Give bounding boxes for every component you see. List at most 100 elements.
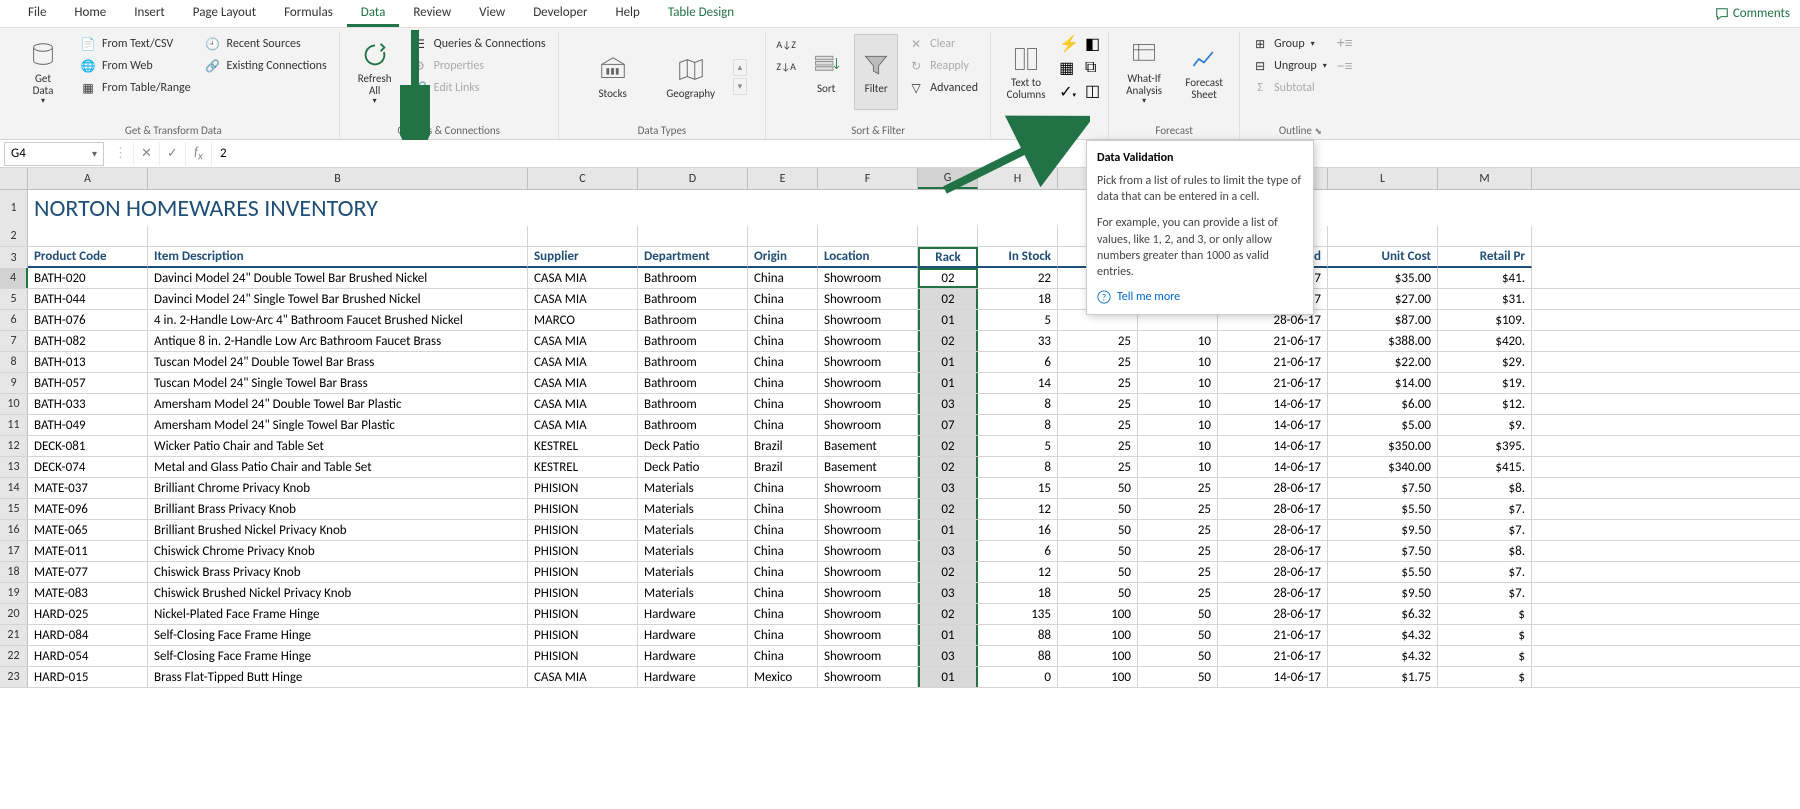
cell[interactable]: CASA MIA: [528, 331, 638, 351]
sort-za-button[interactable]: Z↓A: [774, 56, 798, 76]
cell[interactable]: 02: [918, 499, 978, 519]
cell[interactable]: 8: [978, 457, 1058, 477]
cell[interactable]: CASA MIA: [528, 289, 638, 309]
cell[interactable]: Supplier: [528, 247, 638, 268]
cell[interactable]: 01: [918, 625, 978, 645]
cell[interactable]: $7.: [1438, 583, 1532, 603]
cell[interactable]: KESTREL: [528, 436, 638, 456]
cell[interactable]: China: [748, 583, 818, 603]
column-header[interactable]: B: [148, 168, 528, 189]
cell[interactable]: 50: [1138, 604, 1218, 624]
cell[interactable]: KESTREL: [528, 457, 638, 477]
cell[interactable]: 25: [1058, 457, 1138, 477]
cell[interactable]: China: [748, 646, 818, 666]
menu-tab-developer[interactable]: Developer: [519, 1, 601, 27]
column-header[interactable]: M: [1438, 168, 1532, 189]
name-box[interactable]: G4 ▾: [4, 142, 104, 166]
cell[interactable]: 03: [918, 394, 978, 414]
flash-fill-icon[interactable]: ⚡: [1059, 34, 1079, 54]
row-header[interactable]: 4: [0, 268, 28, 288]
cell[interactable]: 50: [1058, 520, 1138, 540]
row-header[interactable]: 9: [0, 373, 28, 393]
cell[interactable]: Department: [638, 247, 748, 268]
advanced-filter-button[interactable]: ▽Advanced: [904, 78, 982, 98]
column-header[interactable]: L: [1328, 168, 1438, 189]
cell[interactable]: BATH-020: [28, 268, 148, 288]
queries-connections-button[interactable]: ☰Queries & Connections: [408, 34, 550, 54]
cell[interactable]: PHISION: [528, 562, 638, 582]
cell[interactable]: 14-06-17: [1218, 667, 1328, 687]
cell[interactable]: China: [748, 541, 818, 561]
row-header[interactable]: 19: [0, 583, 28, 603]
cell[interactable]: [638, 226, 748, 246]
cell[interactable]: $415.: [1438, 457, 1532, 477]
cell[interactable]: $: [1438, 625, 1532, 645]
cell[interactable]: $7.: [1438, 520, 1532, 540]
cell[interactable]: 10: [1138, 436, 1218, 456]
cell[interactable]: $: [1438, 604, 1532, 624]
cell[interactable]: Mexico: [748, 667, 818, 687]
cell[interactable]: Deck Patio: [638, 436, 748, 456]
group-button[interactable]: ⊞Group ▾: [1248, 34, 1331, 54]
cell[interactable]: 10: [1138, 457, 1218, 477]
cell[interactable]: 21-06-17: [1218, 625, 1328, 645]
cell[interactable]: $7.50: [1328, 541, 1438, 561]
cell[interactable]: 100: [1058, 667, 1138, 687]
cell[interactable]: 50: [1058, 499, 1138, 519]
cell[interactable]: $395.: [1438, 436, 1532, 456]
hide-detail-icon[interactable]: −≡: [1337, 57, 1353, 76]
cell[interactable]: 6: [978, 352, 1058, 372]
cell[interactable]: 12: [978, 562, 1058, 582]
cell[interactable]: China: [748, 562, 818, 582]
cell[interactable]: $9.: [1438, 415, 1532, 435]
data-validation-icon[interactable]: ✓▾: [1059, 82, 1079, 102]
cell[interactable]: PHISION: [528, 520, 638, 540]
menu-tab-formulas[interactable]: Formulas: [270, 1, 347, 27]
cell[interactable]: Showroom: [818, 604, 918, 624]
cell[interactable]: MARCO: [528, 310, 638, 330]
cell[interactable]: Deck Patio: [638, 457, 748, 477]
cell[interactable]: 33: [978, 331, 1058, 351]
cell[interactable]: 21-06-17: [1218, 646, 1328, 666]
cell[interactable]: China: [748, 331, 818, 351]
cell[interactable]: Hardware: [638, 625, 748, 645]
cell[interactable]: $6.32: [1328, 604, 1438, 624]
cell[interactable]: Materials: [638, 499, 748, 519]
column-header[interactable]: E: [748, 168, 818, 189]
sort-button[interactable]: Sort: [804, 34, 848, 110]
cell[interactable]: 10: [1138, 415, 1218, 435]
cell[interactable]: 28-06-17: [1218, 583, 1328, 603]
cell[interactable]: Showroom: [818, 625, 918, 645]
from-table-range-button[interactable]: ▦From Table/Range: [76, 78, 195, 98]
comments-button[interactable]: Comments: [1715, 6, 1790, 21]
cell[interactable]: MATE-011: [28, 541, 148, 561]
cell[interactable]: MATE-065: [28, 520, 148, 540]
consolidate-icon[interactable]: ◧: [1085, 34, 1100, 54]
cell[interactable]: $: [1438, 667, 1532, 687]
cell[interactable]: 28-06-17: [1218, 478, 1328, 498]
cell[interactable]: 50: [1138, 667, 1218, 687]
cell[interactable]: PHISION: [528, 604, 638, 624]
row-header[interactable]: 20: [0, 604, 28, 624]
cell[interactable]: $22.00: [1328, 352, 1438, 372]
row-header[interactable]: 17: [0, 541, 28, 561]
tell-me-more-link[interactable]: ? Tell me more: [1097, 290, 1303, 304]
cell[interactable]: 25: [1138, 520, 1218, 540]
cell[interactable]: 01: [918, 310, 978, 330]
cell[interactable]: MATE-077: [28, 562, 148, 582]
cell[interactable]: BATH-049: [28, 415, 148, 435]
cell[interactable]: Bathroom: [638, 394, 748, 414]
ungroup-button[interactable]: ⊟Ungroup ▾: [1248, 56, 1331, 76]
cell[interactable]: $4.32: [1328, 625, 1438, 645]
cell[interactable]: Showroom: [818, 394, 918, 414]
cell[interactable]: 01: [918, 520, 978, 540]
cell[interactable]: 25: [1058, 331, 1138, 351]
cell[interactable]: Unit Cost: [1328, 247, 1438, 268]
cell[interactable]: 100: [1058, 625, 1138, 645]
cell[interactable]: BATH-057: [28, 373, 148, 393]
cell[interactable]: Davinci Model 24" Single Towel Bar Brush…: [148, 289, 528, 309]
cell[interactable]: In Stock: [978, 247, 1058, 268]
cell[interactable]: Amersham Model 24" Double Towel Bar Plas…: [148, 394, 528, 414]
cell[interactable]: [28, 226, 148, 246]
cell[interactable]: 25: [1058, 415, 1138, 435]
